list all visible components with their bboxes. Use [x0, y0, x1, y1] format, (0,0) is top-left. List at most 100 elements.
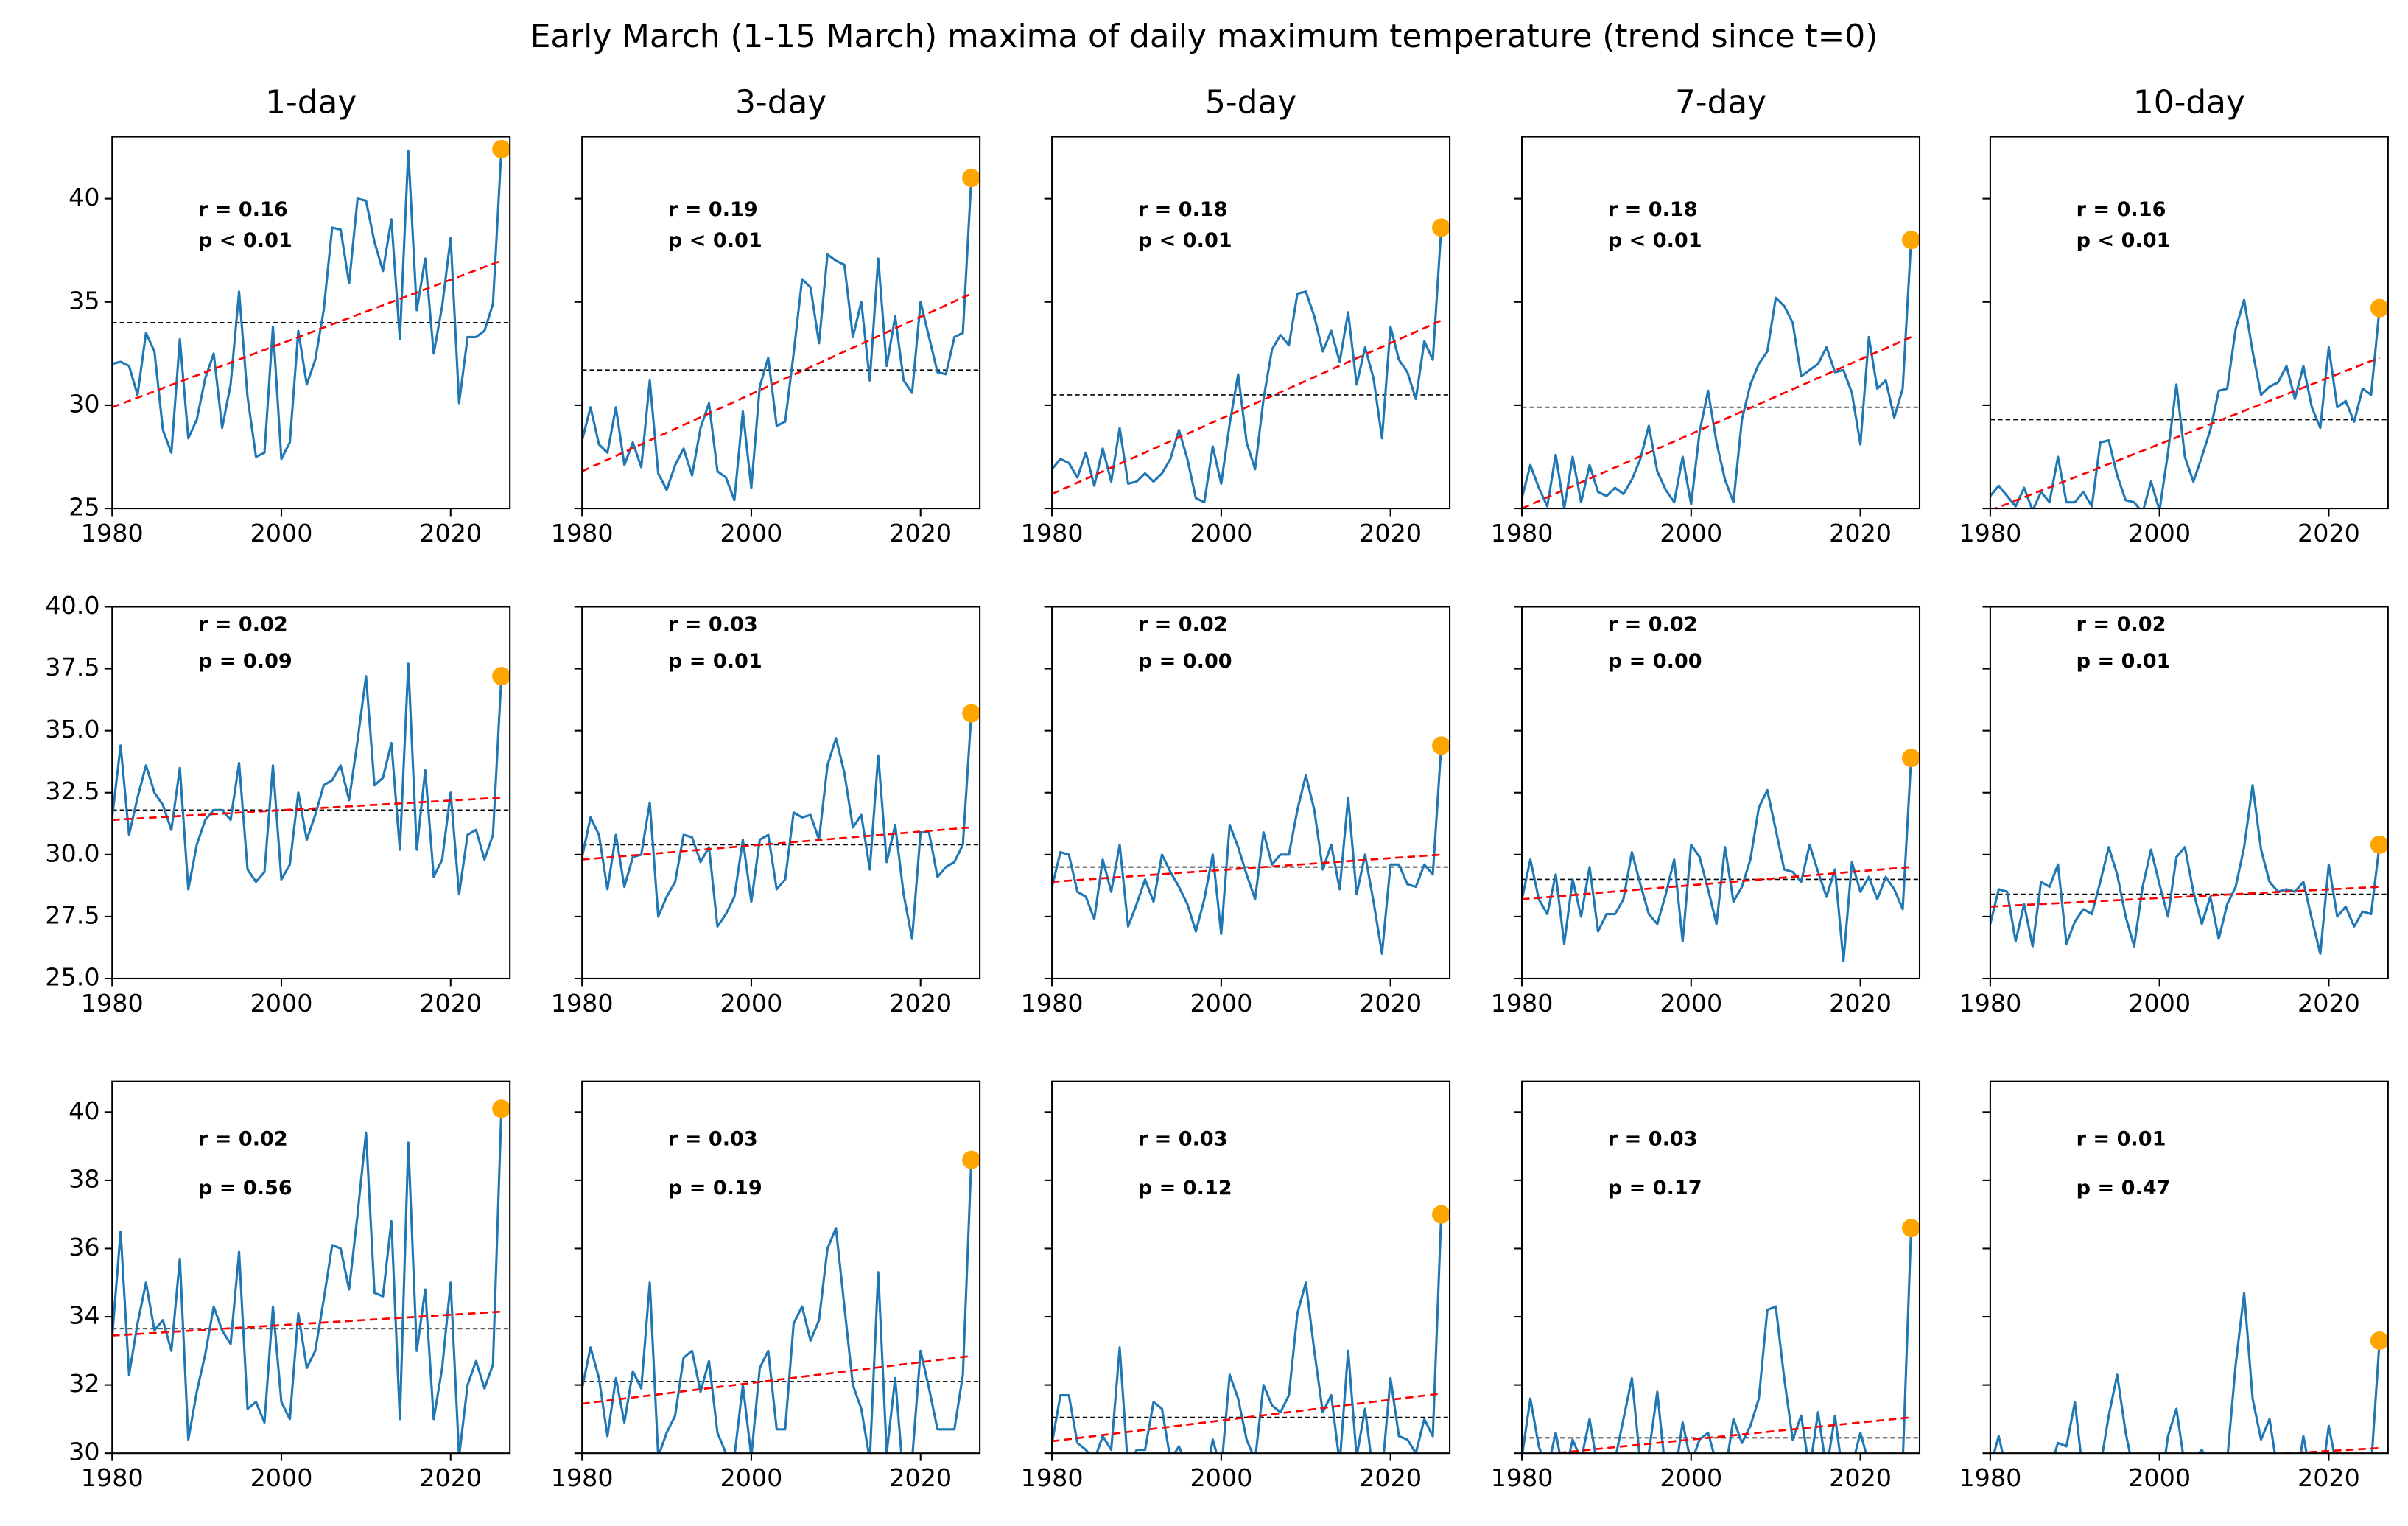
y-tick-label: 40	[69, 1096, 99, 1125]
annotation: p = 0.56	[198, 1177, 292, 1200]
data-line	[582, 1160, 973, 1454]
annotation: r = 0.16	[198, 198, 288, 221]
plot-area	[112, 1099, 510, 1454]
annotation: p = 0.19	[668, 1177, 762, 1200]
annotation: r = 0.02	[2077, 613, 2166, 636]
subplot: 3-day 1980 2000 2020 r = 0.19 p < 0.01	[551, 84, 981, 547]
y-tick-label: 35.0	[45, 715, 99, 743]
annotation: r = 0.03	[1138, 1127, 1228, 1150]
annotation: p = 0.09	[198, 650, 292, 673]
x-tick-label: 2000	[2128, 989, 2191, 1018]
highlight-point	[1902, 231, 1920, 250]
highlight-point	[962, 704, 980, 723]
trend-line	[1052, 1392, 1442, 1443]
y-tick-label: 30	[69, 389, 99, 418]
plot-area	[582, 169, 980, 502]
trend-line	[1522, 866, 1912, 900]
trend-line	[1522, 336, 1912, 509]
plot-area	[112, 139, 510, 461]
subplot: 1980 2000 2020 r = 0.03 p = 0.19	[551, 1080, 981, 1492]
x-tick-label: 1980	[1021, 1463, 1084, 1492]
x-tick-label: 2000	[250, 989, 313, 1018]
x-tick-label: 2020	[2298, 519, 2360, 547]
axes-frame	[1989, 1080, 2389, 1455]
highlight-point	[1902, 749, 1920, 768]
subplot-title: 3-day	[735, 84, 826, 122]
trend-line	[2272, 1446, 2380, 1454]
subplot-title: 10-day	[2133, 84, 2245, 122]
subplot: 7-day 1980 2000 2020 r = 0.18 p < 0.01	[1491, 84, 1921, 547]
y-tick-label: 30.0	[45, 839, 99, 867]
y-tick-label: 38	[69, 1164, 99, 1193]
annotation: p = 0.01	[668, 650, 762, 673]
x-tick-label: 2000	[1660, 1463, 1722, 1492]
subplot: 10-day 1980 2000 2020 r = 0.16 p < 0.01	[1959, 84, 2389, 547]
highlight-point	[492, 667, 510, 686]
plot-area	[1052, 736, 1450, 955]
x-tick-label: 2000	[2128, 1463, 2191, 1492]
data-line	[1990, 784, 2381, 955]
data-line	[112, 662, 503, 896]
annotation: r = 0.01	[2077, 1127, 2166, 1150]
x-tick-label: 2020	[419, 1463, 482, 1492]
axes-frame	[1989, 606, 2389, 980]
subplot-title: 1-day	[265, 84, 357, 122]
data-line	[1522, 239, 1913, 509]
x-tick-label: 2020	[419, 989, 482, 1018]
subplot: 5-day 1980 2000 2020 r = 0.18 p < 0.01	[1021, 84, 1451, 547]
plot-area	[1052, 1205, 1450, 1454]
y-tick-label: 37.5	[45, 653, 99, 682]
axes-frame	[1051, 606, 1451, 980]
annotation: p < 0.01	[2077, 229, 2171, 252]
axes-frame	[1521, 136, 1921, 510]
x-tick-label: 1980	[1491, 519, 1554, 547]
subplot: 1980 2000 2020 r = 0.03 p = 0.12	[1021, 1080, 1451, 1492]
annotation: r = 0.02	[198, 613, 288, 636]
subplot: 25.0 27.5 30.0 32.5 35.0 37.5 40.0 1980 2000 2020…	[45, 591, 511, 1018]
y-tick-label: 36	[69, 1233, 99, 1261]
x-tick-label: 1980	[1491, 1463, 1554, 1492]
y-tick-label: 25.0	[45, 962, 99, 991]
data-line	[112, 1108, 503, 1454]
trend-line	[1990, 886, 2380, 908]
plot-area	[582, 704, 980, 940]
plot-area	[1052, 218, 1450, 504]
x-tick-label: 2020	[1829, 989, 1892, 1018]
annotation: p = 0.17	[1608, 1177, 1702, 1200]
x-tick-label: 2000	[1660, 989, 1722, 1018]
x-tick-label: 2000	[1190, 519, 1252, 547]
subplot: 1980 2000 2020 r = 0.01 p = 0.47	[1959, 1080, 2389, 1492]
data-line	[1522, 757, 1913, 963]
axes-frame	[111, 136, 511, 510]
highlight-point	[1902, 1219, 1920, 1238]
x-tick-label: 2000	[2128, 519, 2191, 547]
x-tick-label: 1980	[1959, 1463, 2021, 1492]
data-line	[1052, 1214, 1443, 1454]
subplot-title: 5-day	[1205, 84, 1296, 122]
annotation: r = 0.02	[1138, 613, 1228, 636]
data-line	[1990, 298, 2381, 509]
annotation: r = 0.02	[198, 1127, 288, 1150]
plot-area	[1990, 298, 2388, 509]
x-tick-label: 1980	[1959, 989, 2021, 1018]
plot-area	[1522, 1219, 1920, 1454]
x-tick-label: 1980	[551, 519, 614, 547]
axes-frame	[1051, 136, 1451, 510]
trend-line	[112, 1310, 502, 1337]
annotation: r = 0.18	[1608, 198, 1698, 221]
data-line	[582, 178, 973, 502]
x-tick-label: 1980	[1491, 989, 1554, 1018]
data-line	[1052, 745, 1443, 955]
highlight-point	[1432, 1205, 1450, 1224]
plot-area	[112, 662, 510, 896]
x-tick-label: 1980	[551, 1463, 614, 1492]
trend-line	[582, 826, 972, 861]
y-tick-label: 32.5	[45, 777, 99, 805]
highlight-point	[962, 1150, 980, 1169]
x-tick-label: 1980	[81, 519, 144, 547]
subplot: 1980 2000 2020 r = 0.02 p = 0.00	[1491, 606, 1921, 1018]
x-tick-label: 1980	[1021, 989, 1084, 1018]
plot-area	[1993, 1292, 2388, 1454]
